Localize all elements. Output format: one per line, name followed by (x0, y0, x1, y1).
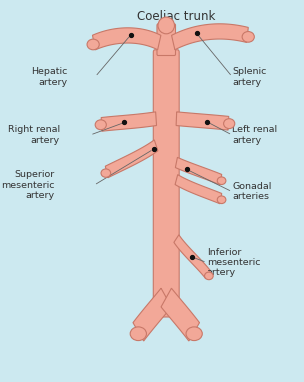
Polygon shape (175, 175, 222, 204)
Ellipse shape (101, 169, 111, 177)
Text: Inferior
mesenteric
artery: Inferior mesenteric artery (207, 248, 260, 277)
Ellipse shape (158, 17, 174, 34)
Polygon shape (92, 28, 161, 50)
Text: Coeliac trunk: Coeliac trunk (137, 10, 216, 23)
FancyBboxPatch shape (157, 24, 175, 55)
FancyBboxPatch shape (153, 50, 179, 317)
Ellipse shape (130, 327, 147, 341)
Ellipse shape (217, 196, 226, 204)
Ellipse shape (224, 119, 235, 129)
Ellipse shape (242, 32, 254, 42)
Ellipse shape (205, 272, 213, 280)
Text: Right renal
artery: Right renal artery (8, 125, 60, 145)
Ellipse shape (87, 39, 99, 50)
Polygon shape (161, 288, 199, 341)
Polygon shape (171, 24, 248, 50)
Polygon shape (174, 235, 210, 279)
Text: Left renal
artery: Left renal artery (232, 125, 277, 145)
Ellipse shape (217, 177, 226, 185)
Polygon shape (101, 112, 157, 131)
Ellipse shape (95, 120, 106, 130)
Ellipse shape (186, 327, 202, 341)
Polygon shape (133, 288, 171, 341)
Polygon shape (175, 157, 222, 185)
Text: Gonadal
arteries: Gonadal arteries (232, 182, 271, 201)
Text: Superior
mesenteric
artery: Superior mesenteric artery (1, 170, 54, 200)
Text: Splenic
artery: Splenic artery (232, 67, 267, 86)
Polygon shape (105, 140, 158, 178)
Text: Hepatic
artery: Hepatic artery (31, 67, 67, 86)
Polygon shape (176, 112, 229, 130)
